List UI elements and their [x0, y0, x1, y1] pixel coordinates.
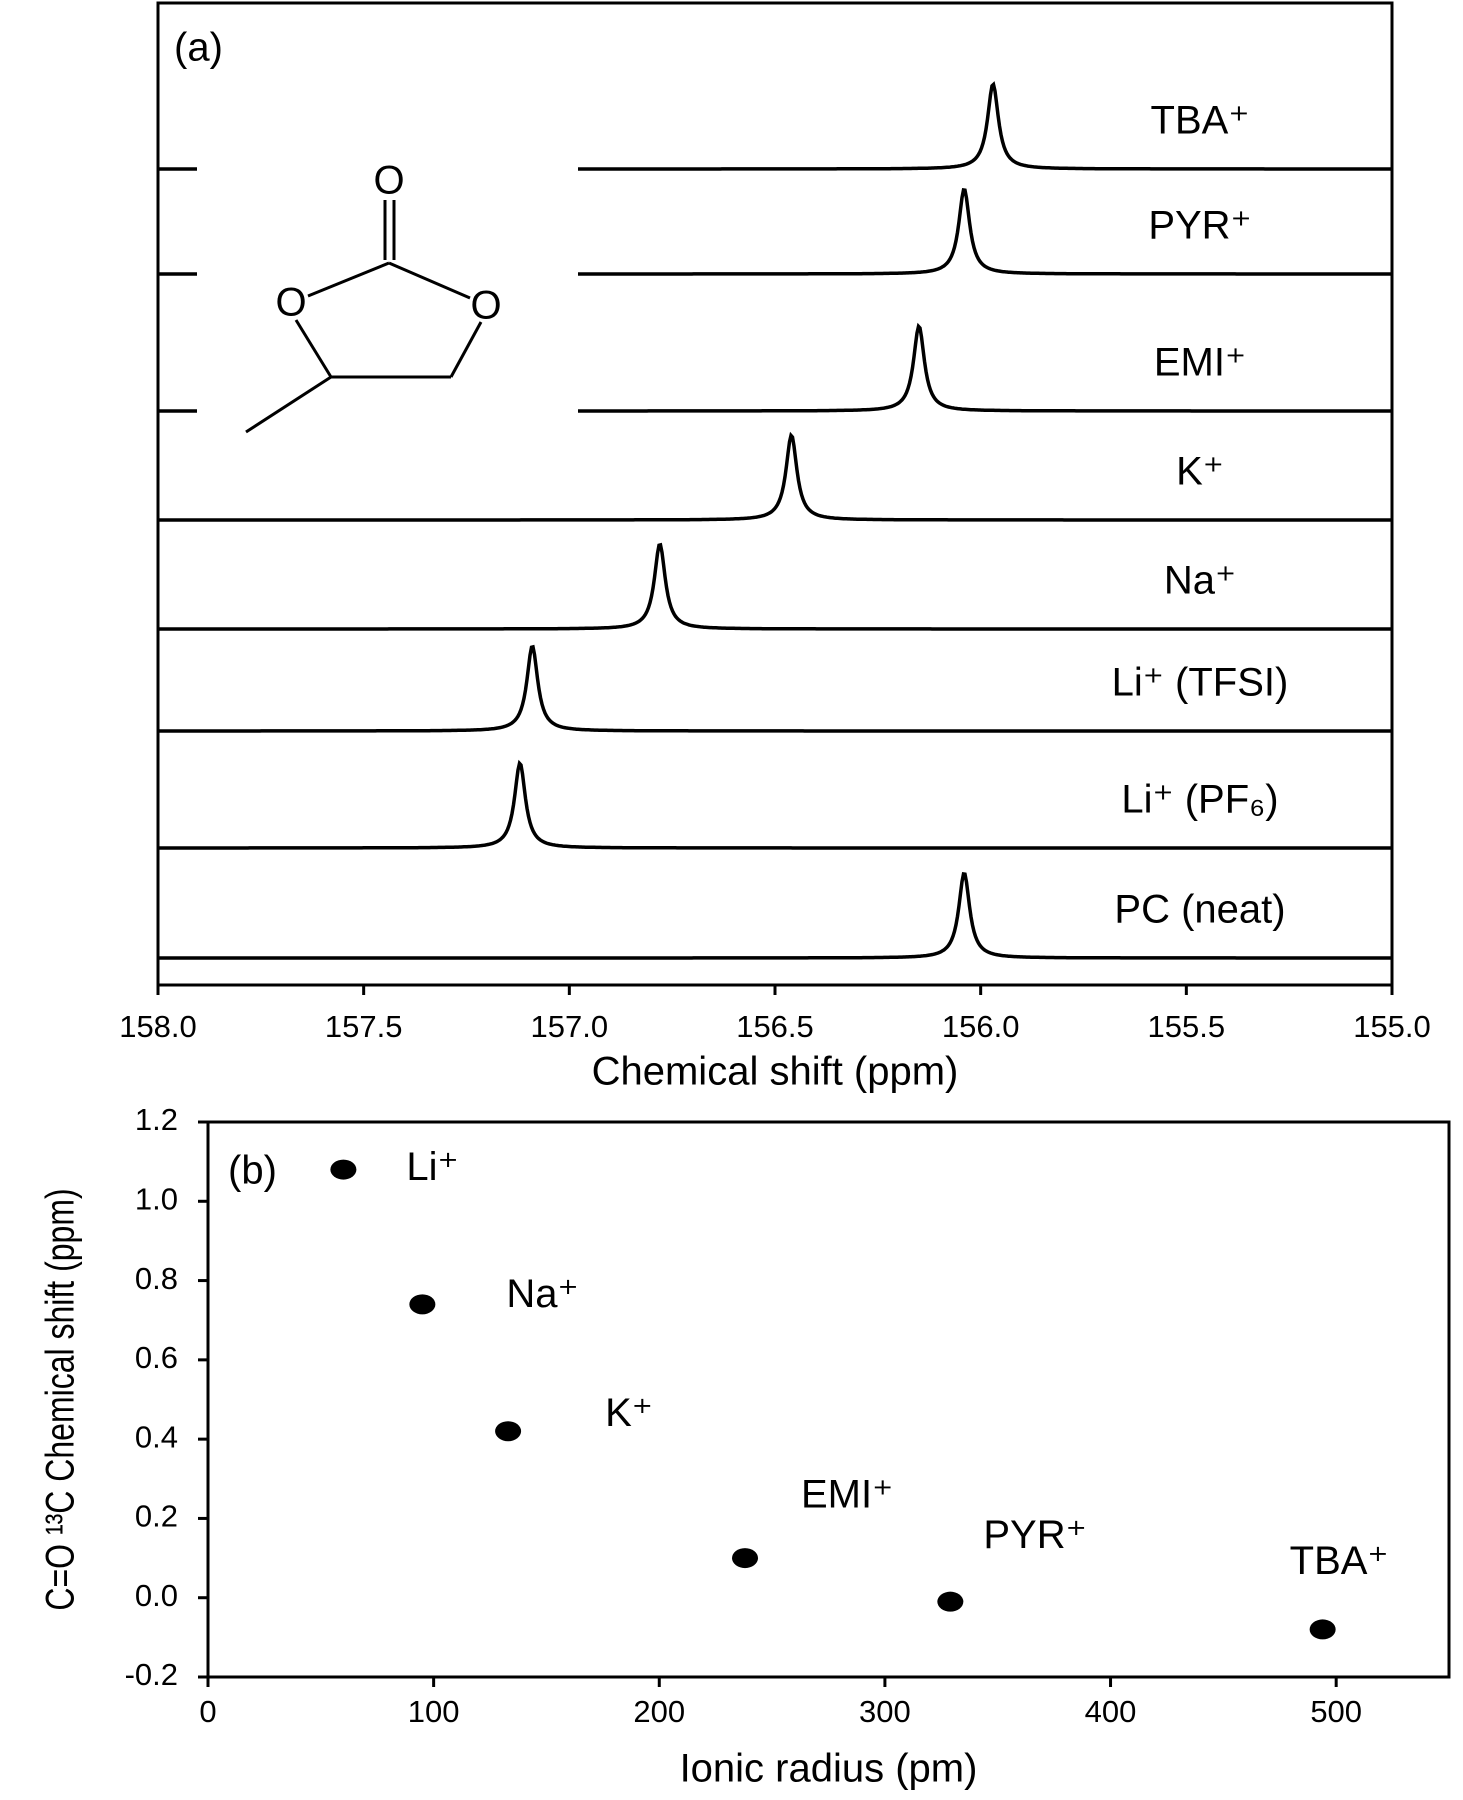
- y-tick-label: 0.6: [135, 1340, 178, 1375]
- bond: [294, 319, 333, 378]
- x-axis-title: Chemical shift (ppm): [592, 1050, 959, 1094]
- y-tick-label: 1.0: [135, 1181, 178, 1216]
- bond: [449, 321, 483, 378]
- atom-label: O: [470, 284, 501, 328]
- y-tick-label: 0.8: [135, 1261, 178, 1296]
- spectrum-trace: [158, 644, 1391, 733]
- plot-frame: [206, 1120, 1451, 1679]
- x-tick-label: 100: [408, 1694, 460, 1729]
- point-label: TBA⁺: [1290, 1539, 1389, 1583]
- point: [1309, 1619, 1336, 1640]
- spectrum-trace: [158, 759, 1391, 850]
- x-tick-label: 200: [633, 1694, 685, 1729]
- y-tick-label: 0.2: [135, 1499, 178, 1534]
- point: [330, 1159, 357, 1180]
- x-tick-label: 158.0: [119, 1009, 197, 1044]
- x-axis-title: Ionic radius (pm): [680, 1747, 978, 1791]
- spectrum-trace: [158, 188, 1391, 276]
- panel-label: (a): [174, 26, 223, 70]
- y-tick-label: 0.4: [135, 1419, 178, 1454]
- point-label: EMI⁺: [801, 1473, 893, 1517]
- y-tick-label: 0.0: [135, 1578, 178, 1613]
- x-tick-label: 500: [1310, 1694, 1362, 1729]
- x-tick-label: 155.0: [1353, 1009, 1431, 1044]
- spectrum-trace: [158, 81, 1391, 171]
- point-label: Li⁺: [406, 1145, 458, 1189]
- point: [409, 1294, 436, 1315]
- bond: [245, 375, 332, 434]
- molecule: [245, 200, 483, 434]
- x-tick-label: 157.5: [325, 1009, 403, 1044]
- trace-label: K⁺: [1176, 450, 1224, 494]
- trace-label: TBA⁺: [1151, 99, 1250, 143]
- spectrum-trace: [158, 872, 1391, 960]
- trace-label: Li⁺ (PF₆): [1121, 778, 1278, 822]
- point-label: K⁺: [605, 1391, 653, 1435]
- point: [732, 1548, 759, 1569]
- spectrum-trace: [158, 431, 1391, 522]
- y-tick-label: -0.2: [125, 1657, 178, 1692]
- point: [495, 1421, 522, 1442]
- bond: [307, 261, 390, 298]
- plot-frame: [156, 1, 1394, 987]
- spectrum-trace: [158, 542, 1391, 631]
- spectrum-trace: [158, 322, 1391, 413]
- y-tick-label: 1.2: [135, 1102, 178, 1137]
- point: [937, 1591, 964, 1612]
- panel-label: (b): [228, 1149, 277, 1193]
- trace-label: PC (neat): [1114, 888, 1285, 932]
- bond: [388, 261, 471, 300]
- point-label: PYR⁺: [983, 1513, 1086, 1557]
- x-tick-label: 157.0: [531, 1009, 609, 1044]
- point-label: Na⁺: [506, 1272, 578, 1316]
- atom-label: O: [373, 159, 404, 203]
- y-axis-title: C=O ¹³C Chemical shift (ppm): [37, 1188, 82, 1610]
- atom-label: O: [275, 281, 306, 325]
- x-tick-label: 156.5: [736, 1009, 814, 1044]
- x-tick-label: 0: [199, 1694, 216, 1729]
- x-tick-label: 156.0: [942, 1009, 1020, 1044]
- trace-label: Na⁺: [1164, 559, 1236, 603]
- x-tick-label: 400: [1085, 1694, 1137, 1729]
- trace-label: Li⁺ (TFSI): [1112, 661, 1289, 705]
- trace-label: EMI⁺: [1154, 341, 1246, 385]
- x-tick-label: 155.5: [1148, 1009, 1226, 1044]
- x-tick-label: 300: [859, 1694, 911, 1729]
- trace-label: PYR⁺: [1148, 204, 1251, 248]
